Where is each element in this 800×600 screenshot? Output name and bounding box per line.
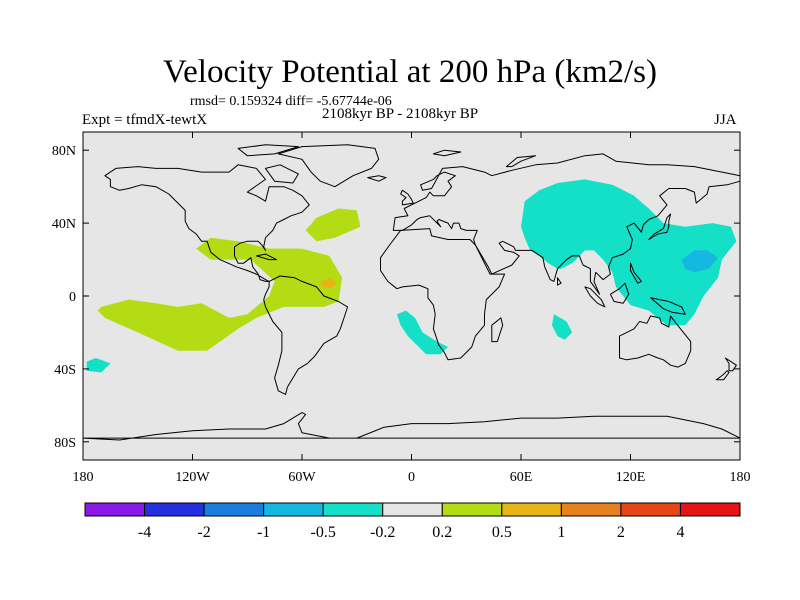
colorbar-label: -0.5 — [311, 524, 336, 541]
colorbar-swatch — [203, 502, 265, 517]
x-tick-label: 180 — [73, 470, 94, 485]
colorbar-swatch — [441, 502, 503, 517]
x-tick-label: 0 — [408, 470, 415, 485]
colorbar-label: -2 — [197, 524, 210, 541]
colorbar-label: 2 — [617, 524, 625, 541]
coastline-ellesmere — [237, 144, 299, 157]
colorbar-swatch — [322, 502, 384, 517]
colorbar-label: 4 — [676, 524, 684, 541]
coastline-baffin — [265, 164, 299, 184]
stats-label: rmsd= 0.159324 diff= -5.67744e-06 — [190, 94, 392, 109]
x-tick-label: 120E — [616, 470, 646, 485]
colorbar-label: 0.2 — [432, 524, 452, 541]
coastline-south-america — [263, 275, 349, 395]
x-tick-label: 60E — [510, 470, 533, 485]
y-tick-label: 0 — [69, 290, 76, 305]
y-tick-label: 40N — [52, 217, 76, 232]
x-tick-label: 180 — [730, 470, 751, 485]
region-equatorial-atlantic-max — [320, 277, 337, 289]
coastline-philippines — [630, 262, 642, 284]
region-central-atlantic-positive-blob — [305, 208, 361, 242]
period-label: 2108kyr BP - 2108kyr BP — [322, 106, 479, 122]
plot-title: Velocity Potential at 200 hPa (km2/s) — [162, 54, 658, 90]
coastline-antarctica — [82, 412, 741, 441]
experiment-label: Expt = tfmdX-tewtX — [82, 112, 208, 128]
region-west-pacific-negative-core — [681, 250, 719, 273]
coastline-svalbard — [432, 149, 462, 157]
coastlines — [82, 144, 741, 441]
axis-ticks: 180 120W 60W 0 60E 120E 180 80N 40N 0 40S 80S — [52, 132, 751, 485]
coastline-north-america — [104, 164, 310, 282]
x-tick-label: 120W — [175, 470, 210, 485]
colorbar-swatch — [620, 502, 681, 517]
coastline-uk — [400, 189, 414, 206]
y-tick-label: 40S — [54, 363, 76, 378]
coastline-greenland — [277, 144, 380, 188]
coastline-novaya-zemlya — [505, 155, 537, 168]
coastline-new-guinea — [650, 297, 686, 315]
colorbar-swatch — [263, 502, 324, 517]
colorbar-swatch — [679, 502, 741, 517]
coastline-sri-lanka — [557, 277, 562, 286]
colorbar-swatch — [144, 502, 205, 517]
y-tick-label: 80S — [54, 436, 76, 451]
colorbar-label: -0.2 — [370, 524, 395, 541]
colorbar-swatch — [501, 502, 562, 517]
region-indian-ocean-negative — [552, 314, 573, 340]
coastline-borneo — [609, 282, 630, 304]
colorbar-swatch — [560, 502, 622, 517]
region-south-atlantic-negative — [396, 310, 448, 355]
coastline-new-zealand-south — [715, 370, 730, 381]
coastline-australia — [619, 315, 692, 368]
colorbar-swatch — [382, 502, 443, 517]
colorbar: -4 -2 -1 -0.5 -0.2 0.2 0.5 1 2 4 — [84, 502, 741, 541]
colorbar-label: -4 — [138, 524, 151, 541]
coastline-iceland — [367, 175, 387, 182]
region-south-pacific-negative — [86, 358, 111, 373]
coastline-japan — [648, 213, 672, 240]
colorbar-label: 0.5 — [492, 524, 512, 541]
region-central-south-pacific-positive — [97, 237, 343, 351]
region-asia-negative — [521, 179, 737, 326]
coastline-africa — [380, 228, 506, 361]
x-tick-label: 60W — [288, 470, 316, 485]
contour-regions — [86, 179, 737, 373]
season-label: JJA — [714, 112, 737, 128]
colorbar-label: 1 — [557, 524, 565, 541]
colorbar-label: -1 — [257, 524, 270, 541]
coastline-eurasia — [392, 153, 741, 295]
coastline-new-zealand — [724, 357, 737, 372]
colorbar-swatch — [84, 502, 146, 517]
coastline-madagascar — [491, 317, 504, 343]
coastline-sumatra — [584, 286, 606, 308]
y-tick-label: 80N — [52, 144, 76, 159]
coastline-cuba — [255, 253, 277, 261]
